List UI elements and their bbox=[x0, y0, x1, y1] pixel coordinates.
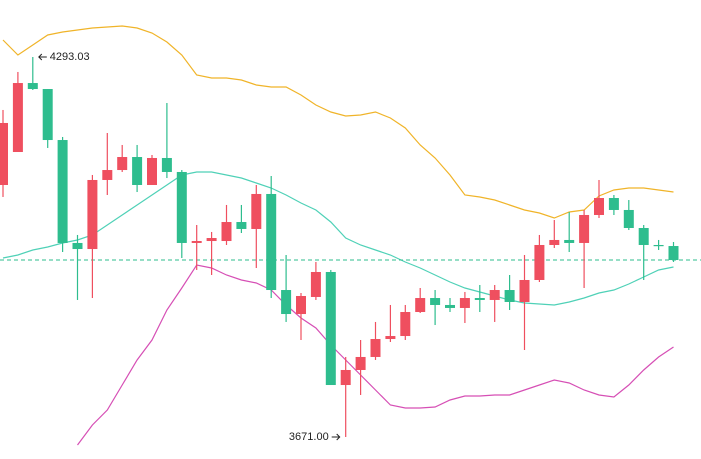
candle-body bbox=[370, 339, 381, 357]
candle-body bbox=[87, 179, 98, 250]
candle-body bbox=[132, 157, 143, 185]
candle-body bbox=[27, 83, 38, 90]
candle-body bbox=[355, 356, 366, 370]
band-line bbox=[77, 264, 674, 446]
candle-body bbox=[176, 171, 187, 243]
candle-body bbox=[668, 246, 679, 261]
band-line bbox=[2, 171, 674, 306]
candle-body bbox=[42, 89, 53, 141]
candle-body bbox=[12, 83, 23, 153]
candle-body bbox=[281, 290, 292, 315]
candle-body bbox=[296, 296, 306, 315]
candle-body bbox=[459, 298, 470, 308]
arrow bbox=[331, 433, 341, 441]
candle-body bbox=[236, 222, 247, 229]
candle-body bbox=[102, 170, 113, 180]
candle-body bbox=[310, 271, 321, 297]
candle-body bbox=[117, 157, 128, 171]
candle-body bbox=[340, 369, 351, 386]
min-label: 3671.00 bbox=[289, 431, 329, 443]
candle-body bbox=[325, 271, 336, 386]
candle-body bbox=[221, 222, 232, 242]
max-label: 4293.03 bbox=[50, 51, 90, 63]
candle-body bbox=[623, 209, 634, 229]
band-line bbox=[2, 25, 674, 219]
candle-body bbox=[608, 198, 619, 210]
candle-body bbox=[251, 193, 262, 229]
candle-body bbox=[534, 244, 545, 280]
candle-body bbox=[549, 239, 560, 245]
candle-body bbox=[653, 244, 664, 247]
candle-body bbox=[206, 238, 217, 242]
candle-body bbox=[564, 239, 575, 243]
candle-body bbox=[474, 298, 485, 300]
candle-body bbox=[0, 122, 8, 185]
candle-body bbox=[57, 140, 68, 243]
candle-body bbox=[191, 241, 202, 243]
candle-body bbox=[594, 198, 604, 215]
candle-body bbox=[415, 298, 426, 313]
candle-body bbox=[72, 242, 83, 250]
candle-body bbox=[519, 279, 530, 302]
candle-body bbox=[385, 336, 396, 340]
candle-body bbox=[489, 290, 500, 300]
candle-body bbox=[266, 193, 277, 291]
candle-body bbox=[638, 228, 649, 245]
candle-body bbox=[579, 214, 590, 243]
candle-body bbox=[147, 157, 157, 185]
candle-body bbox=[161, 157, 172, 172]
candle-body bbox=[445, 304, 455, 308]
candle-body bbox=[430, 298, 441, 305]
candle-body bbox=[504, 290, 515, 302]
arrow bbox=[38, 53, 47, 61]
candle-body bbox=[400, 312, 411, 337]
